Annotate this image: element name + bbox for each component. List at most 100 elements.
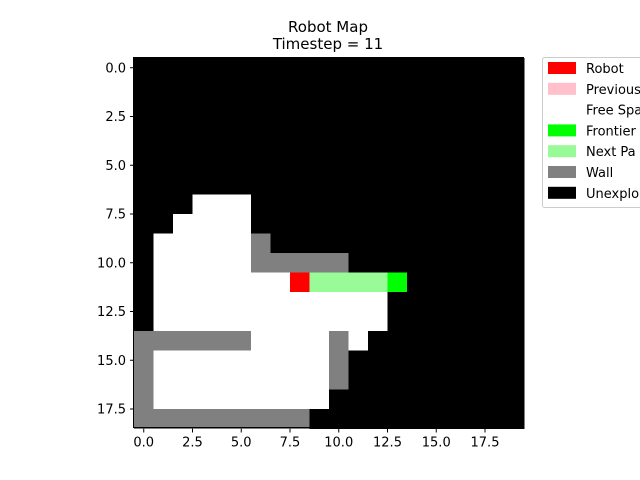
cell-unexplored (407, 194, 427, 215)
cell-unexplored (426, 292, 447, 312)
cell-unexplored (407, 331, 427, 351)
cell-unexplored (368, 175, 388, 195)
cell-unexplored (290, 194, 310, 215)
cell-unexplored (504, 409, 525, 429)
cell-unexplored (368, 194, 388, 215)
cell-unexplored (348, 77, 369, 98)
cell-wall (173, 409, 193, 429)
cell-free-space (173, 233, 193, 254)
cell-unexplored (134, 194, 154, 215)
cell-unexplored (504, 233, 525, 254)
cell-free-space (192, 350, 213, 371)
cell-unexplored (329, 175, 349, 195)
cell-unexplored (368, 214, 388, 234)
x-tick-label: 5.0 (231, 436, 252, 451)
cell-free-space (212, 272, 232, 293)
cell-unexplored (407, 58, 427, 78)
cell-unexplored (465, 389, 486, 410)
cell-unexplored (153, 136, 174, 156)
cell-unexplored (368, 409, 388, 429)
cell-unexplored (309, 77, 330, 98)
x-tick-label: 17.5 (471, 436, 500, 451)
legend-label: Next Pa (586, 145, 636, 160)
cell-wall (134, 409, 154, 429)
cell-wall (153, 409, 174, 429)
cell-unexplored (465, 97, 486, 117)
cell-unexplored (426, 253, 447, 273)
cell-free-space (212, 350, 232, 371)
map-cells (134, 58, 525, 429)
cell-wall (270, 409, 291, 429)
cell-unexplored (153, 116, 174, 137)
cell-next-path (329, 272, 349, 293)
cell-unexplored (504, 214, 525, 234)
cell-unexplored (485, 77, 505, 98)
legend: Robot Previous Free Spa Frontier Next Pa Wall… (542, 57, 640, 208)
cell-unexplored (446, 292, 466, 312)
cell-unexplored (290, 233, 310, 254)
y-tick-label: 7.5 (105, 208, 126, 223)
cell-unexplored (329, 233, 349, 254)
cell-unexplored (407, 292, 427, 312)
cell-unexplored (368, 331, 388, 351)
chart-title: Robot Map (288, 18, 368, 36)
cell-unexplored (212, 136, 232, 156)
cell-free-space (368, 311, 388, 332)
x-tick-label: 7.5 (280, 436, 301, 451)
cell-free-space (348, 331, 369, 351)
cell-unexplored (309, 214, 330, 234)
cell-unexplored (504, 350, 525, 371)
cell-wall (212, 331, 232, 351)
cell-unexplored (348, 194, 369, 215)
cell-unexplored (465, 272, 486, 293)
cell-unexplored (504, 116, 525, 137)
cell-unexplored (407, 214, 427, 234)
y-tick-label: 12.5 (97, 305, 126, 320)
cell-unexplored (465, 350, 486, 371)
cell-free-space (290, 350, 310, 371)
cell-unexplored (446, 311, 466, 332)
cell-unexplored (329, 194, 349, 215)
cell-free-space (290, 331, 310, 351)
cell-unexplored (329, 136, 349, 156)
cell-unexplored (446, 409, 466, 429)
cell-free-space (231, 194, 252, 215)
cell-unexplored (446, 116, 466, 137)
cell-wall (173, 331, 193, 351)
cell-unexplored (270, 233, 291, 254)
cell-unexplored (407, 136, 427, 156)
cell-unexplored (348, 233, 369, 254)
cell-unexplored (348, 389, 369, 410)
cell-unexplored (407, 97, 427, 117)
cell-unexplored (134, 292, 154, 312)
cell-free-space (212, 311, 232, 332)
cell-free-space (329, 311, 349, 332)
legend-swatch-wall (548, 166, 576, 178)
cell-unexplored (348, 350, 369, 371)
cell-unexplored (134, 155, 154, 176)
cell-unexplored (153, 194, 174, 215)
cell-unexplored (251, 136, 271, 156)
cell-unexplored (231, 116, 252, 137)
cell-unexplored (192, 116, 213, 137)
cell-wall (251, 409, 271, 429)
cell-unexplored (485, 116, 505, 137)
cell-unexplored (426, 175, 447, 195)
cell-unexplored (426, 350, 447, 371)
cell-unexplored (504, 331, 525, 351)
cell-unexplored (485, 350, 505, 371)
cell-unexplored (485, 175, 505, 195)
cell-unexplored (446, 58, 466, 78)
cell-unexplored (446, 233, 466, 254)
cell-next-path (368, 272, 388, 293)
cell-unexplored (212, 116, 232, 137)
cell-unexplored (504, 136, 525, 156)
cell-free-space (212, 194, 232, 215)
cell-unexplored (368, 253, 388, 273)
cell-unexplored (134, 233, 154, 254)
cell-free-space (192, 214, 213, 234)
cell-wall (192, 409, 213, 429)
cell-unexplored (309, 58, 330, 78)
cell-free-space (231, 389, 252, 410)
cell-free-space (212, 389, 232, 410)
